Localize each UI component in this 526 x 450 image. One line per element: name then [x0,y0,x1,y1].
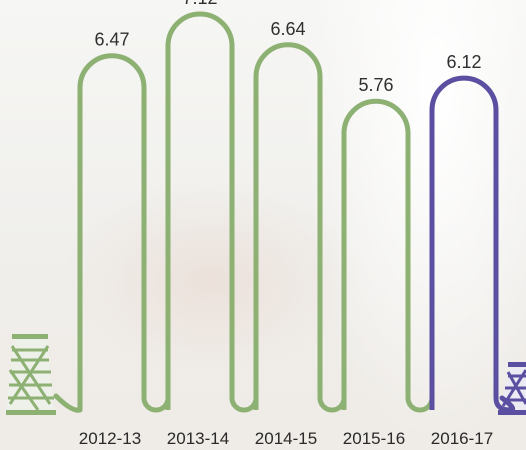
tick-label-2016-17: 2016-17 [431,429,493,448]
tick-label-2012-13: 2012-13 [79,429,141,448]
bar-2013-14 [165,11,235,410]
thread-tail [493,395,516,413]
value-label-2013-14: 7.12 [182,0,217,8]
value-label-2016-17: 6.12 [446,52,481,72]
bar-2012-13 [77,53,147,410]
tick-label-2015-16: 2015-16 [343,429,405,448]
thread-bars [53,11,516,413]
value-label-2014-15: 6.64 [270,19,305,39]
thread-link-1 [141,397,171,413]
bar-2016-17 [429,75,499,410]
left-spool-icon [6,334,56,415]
thread-lead-in [53,393,83,413]
value-labels: 6.47 7.12 6.64 5.76 6.12 [94,0,481,95]
thread-link-4 [405,397,435,413]
bar-2015-16 [341,98,411,410]
thread-link-2 [229,397,259,413]
bar-2014-15 [253,42,323,410]
value-label-2012-13: 6.47 [94,30,129,50]
thread-link-3 [317,397,347,413]
tick-label-2013-14: 2013-14 [167,429,229,448]
background-shade [60,180,360,380]
x-axis-tick-labels: 2012-13 2013-14 2014-15 2015-16 2016-17 [79,429,493,448]
tick-label-2014-15: 2014-15 [255,429,317,448]
spools [6,334,526,415]
value-label-2015-16: 5.76 [358,75,393,95]
